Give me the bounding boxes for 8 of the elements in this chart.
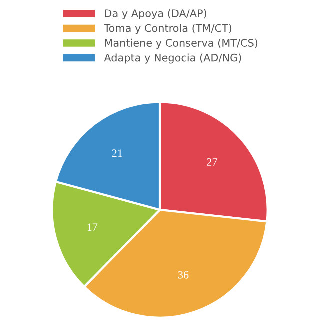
data-label: 36 xyxy=(178,271,189,279)
legend-label: Da y Apoya (DA/AP) xyxy=(105,9,206,20)
legend-label: Toma y Controla (TM/CT) xyxy=(104,24,232,34)
legend-label: Mantiene y Conserva (MT/CS) xyxy=(105,38,258,49)
data-label: 17 xyxy=(88,224,98,231)
data-label: 27 xyxy=(207,158,218,166)
legend-label: Adapta y Negocia (AD/NG) xyxy=(104,54,242,64)
data-label: 21 xyxy=(112,150,122,158)
